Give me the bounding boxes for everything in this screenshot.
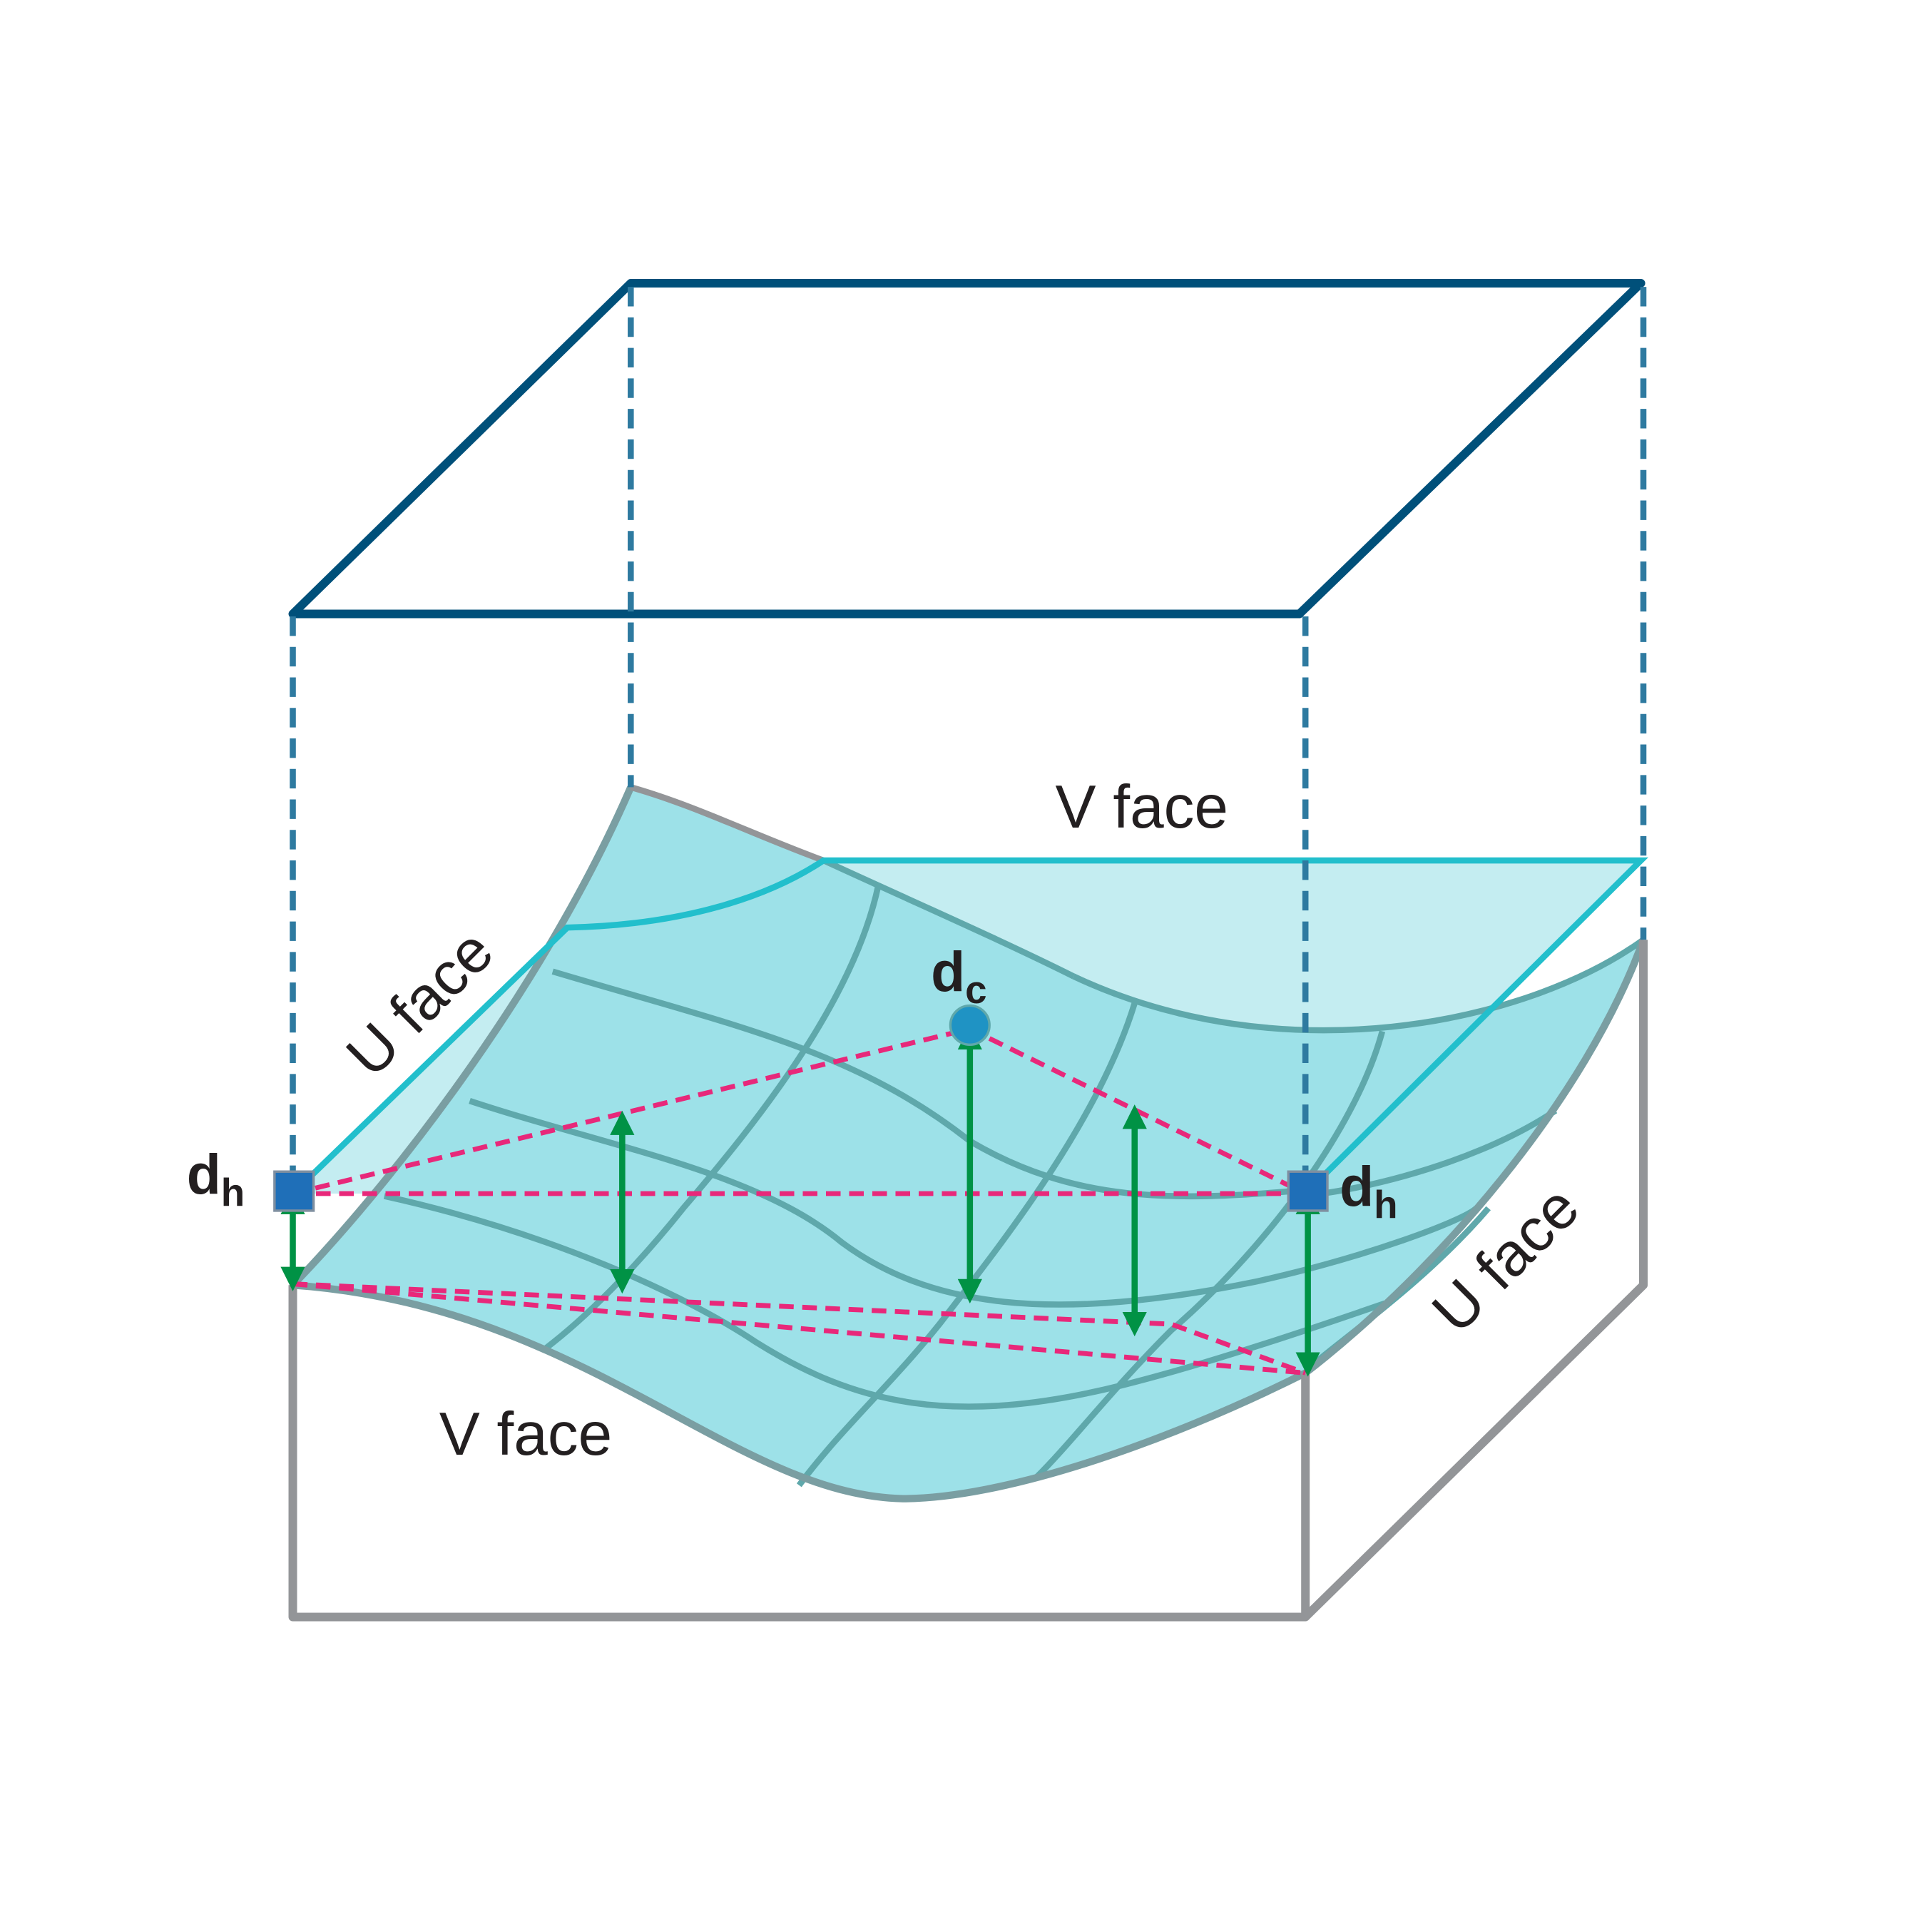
top-box bbox=[288, 279, 1646, 619]
v-face-back-label: V face bbox=[1056, 773, 1228, 841]
plane-edges bbox=[290, 857, 1648, 1196]
dc-label: dc bbox=[931, 940, 987, 1012]
distance-arrows bbox=[280, 1025, 1320, 1377]
surface-back-edge bbox=[630, 784, 825, 864]
projection-lines bbox=[290, 287, 1647, 1178]
corner-marker-left bbox=[273, 1170, 315, 1212]
bottom-box bbox=[288, 940, 1648, 1622]
dh-left-label: dh bbox=[187, 1143, 245, 1214]
surface-outline bbox=[290, 785, 1647, 1503]
center-marker bbox=[949, 1004, 991, 1047]
v-face-front-label: V face bbox=[439, 1400, 612, 1468]
dh-right-label: dh bbox=[1340, 1155, 1397, 1226]
corner-marker-right bbox=[1287, 1170, 1329, 1212]
